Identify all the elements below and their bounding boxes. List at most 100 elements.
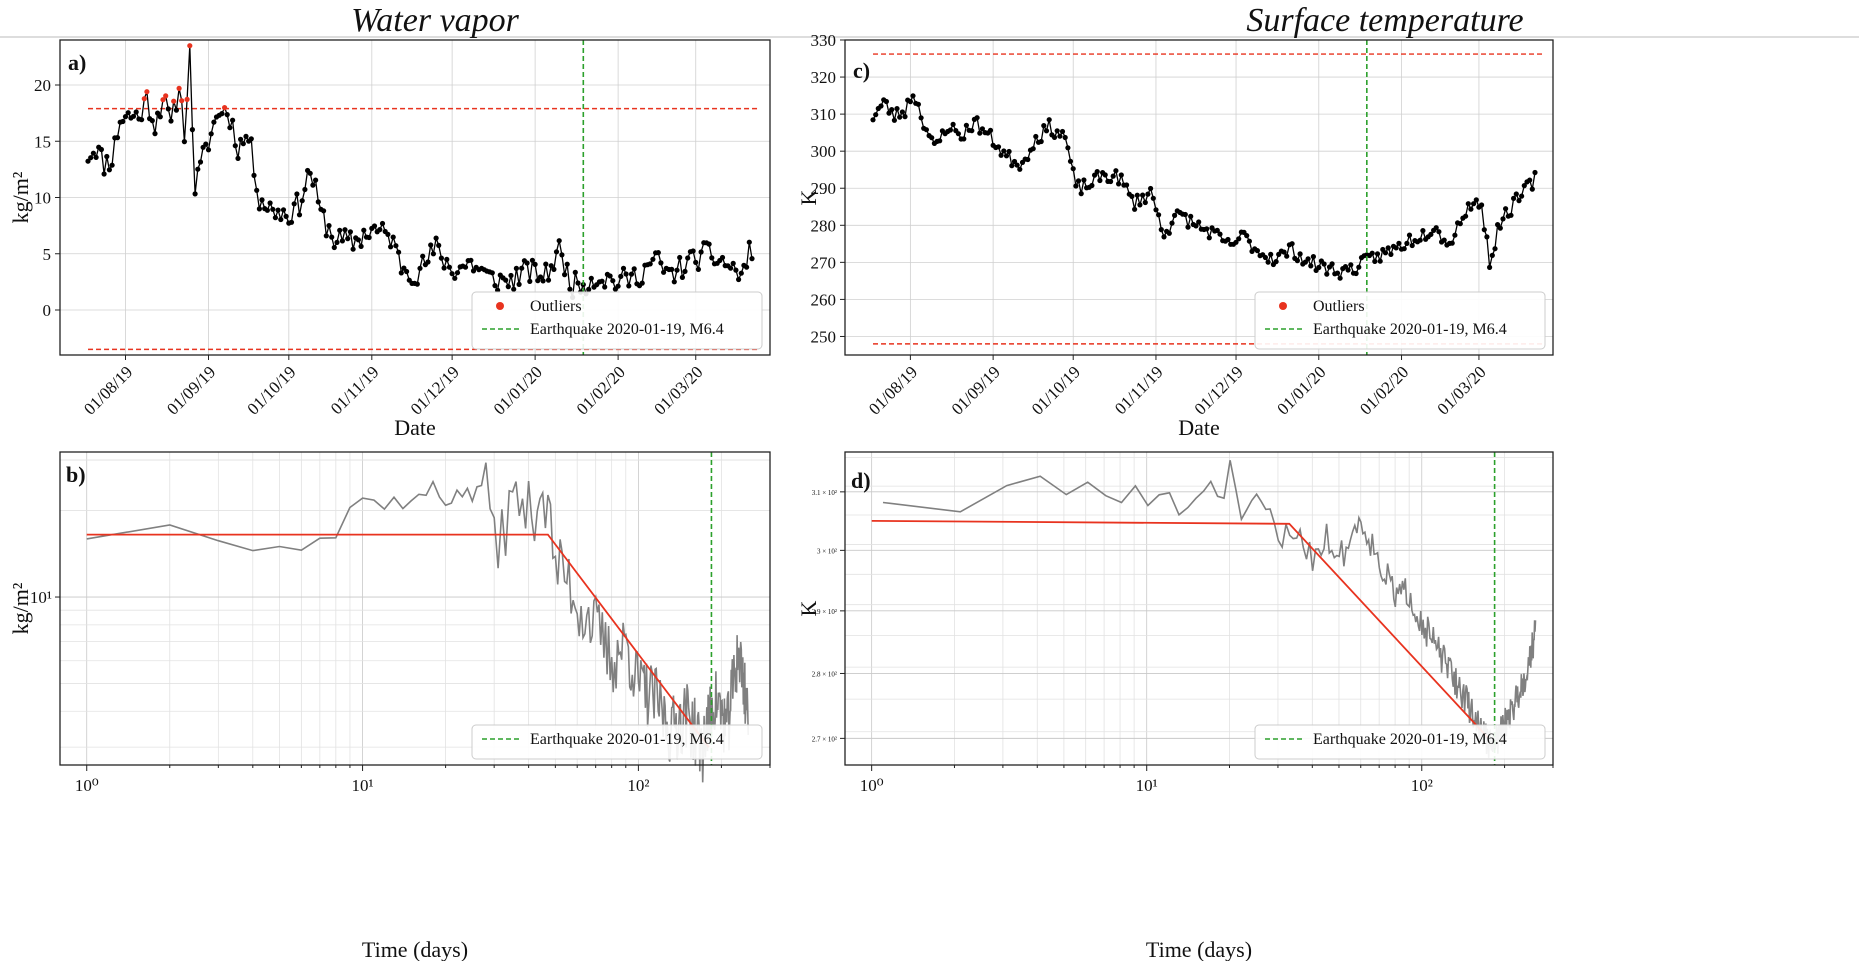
tick-label-x-c: 01/08/19 <box>865 362 921 418</box>
data-point-c <box>1489 252 1495 258</box>
data-point-c <box>897 114 903 120</box>
data-point-c <box>1014 162 1020 168</box>
data-point-c <box>1334 270 1341 276</box>
data-point-a <box>462 264 469 270</box>
data-point-c <box>1129 193 1135 199</box>
data-point-a <box>602 284 608 290</box>
data-point-a <box>371 223 378 229</box>
data-point-a <box>173 107 179 113</box>
outlier-point-a <box>163 93 169 99</box>
data-point-a <box>551 266 557 272</box>
data-point-a <box>682 268 688 274</box>
data-point-c <box>1532 169 1538 176</box>
data-point-a <box>125 110 131 116</box>
data-point-c <box>1396 240 1402 246</box>
data-point-c <box>1188 213 1194 219</box>
data-point-a <box>288 219 295 225</box>
data-point-a <box>438 255 444 261</box>
legend-outliers-marker <box>1279 302 1287 310</box>
data-point-a <box>385 231 391 237</box>
data-point-c <box>1132 206 1138 212</box>
panel-label-c: c) <box>853 58 870 83</box>
data-point-c <box>891 117 898 123</box>
data-point-c <box>947 127 954 133</box>
data-point-c <box>1481 227 1487 233</box>
data-point-c <box>1436 229 1442 235</box>
tick-label-y-c: 310 <box>811 105 837 124</box>
data-point-c <box>1305 256 1311 262</box>
data-point-c <box>1033 133 1039 140</box>
data-point-a <box>90 150 96 156</box>
data-point-a <box>326 223 332 229</box>
data-point-a <box>390 234 396 240</box>
x-axis-label-b: Time (days) <box>362 937 468 961</box>
data-point-a <box>417 265 423 271</box>
data-point-c <box>969 128 975 134</box>
data-point-a <box>444 256 450 262</box>
data-point-c <box>918 115 924 121</box>
data-point-a <box>695 266 702 272</box>
legend-c: Outliers Earthquake 2020-01-19, M6.4 <box>1254 291 1546 350</box>
data-point-c <box>1254 248 1260 254</box>
data-point-a <box>470 268 477 274</box>
data-point-c <box>1382 250 1389 256</box>
data-point-a <box>133 109 139 115</box>
data-point-c <box>1449 240 1455 246</box>
data-point-a <box>730 260 736 266</box>
data-point-c <box>1236 236 1242 242</box>
tick-label-y-a: 20 <box>34 76 51 95</box>
data-point-c <box>1182 211 1188 218</box>
data-point-c <box>1465 201 1471 207</box>
data-point-c <box>1337 275 1343 281</box>
data-point-c <box>1329 261 1335 267</box>
x-axis-label-c: Date <box>1178 415 1220 440</box>
data-point-c <box>1374 251 1381 257</box>
data-point-c <box>1324 271 1330 277</box>
data-point-a <box>272 215 278 221</box>
data-point-a <box>492 283 498 289</box>
data-point-c <box>1468 206 1474 212</box>
data-point-a <box>358 243 364 249</box>
data-point-a <box>564 261 570 267</box>
data-point-a <box>235 155 241 161</box>
data-point-a <box>631 266 637 272</box>
tick-label-y-c: 250 <box>811 327 837 346</box>
data-point-c <box>1457 221 1463 227</box>
data-point-c <box>1409 242 1415 249</box>
axes-frame-c <box>844 39 1554 356</box>
data-point-c <box>1516 198 1522 204</box>
data-point-a <box>650 256 656 262</box>
data-point-c <box>878 103 884 109</box>
data-point-c <box>1268 251 1274 257</box>
data-point-c <box>1388 251 1394 257</box>
tick-label-x-b: 10² <box>627 776 649 795</box>
data-point-a <box>436 242 442 248</box>
legend-earthquake-label: Earthquake 2020-01-19, M6.4 <box>530 731 724 748</box>
data-point-c <box>870 117 876 123</box>
data-point-c <box>886 110 892 116</box>
data-point-a <box>104 153 110 160</box>
data-point-c <box>1214 227 1220 233</box>
legend-a: Outliers Earthquake 2020-01-19, M6.4 <box>471 291 763 350</box>
tick-label-y-a: 10 <box>34 189 51 208</box>
data-point-a <box>441 265 447 271</box>
data-point-c <box>1385 245 1391 251</box>
data-point-a <box>181 139 187 145</box>
data-point-c <box>1308 263 1314 269</box>
panel-d-surface-temperature-loglog: 10⁰ 10¹ 10² 2.7 × 10² 2.8 × 10² 2.9 × 10² 3 × … <box>796 451 1554 961</box>
data-point-c <box>889 107 895 113</box>
outlier-point-a <box>187 43 193 49</box>
data-point-c <box>1057 133 1063 139</box>
data-point-a <box>503 277 509 283</box>
data-point-c <box>1206 235 1212 241</box>
data-point-a <box>513 265 520 271</box>
title-surface-temperature: Surface temperature <box>1246 2 1523 39</box>
data-point-a <box>553 249 560 255</box>
data-point-a <box>620 265 627 271</box>
data-point-c <box>1046 117 1052 123</box>
x-axis-label-d: Time (days) <box>1146 937 1252 961</box>
outlier-point-a <box>171 98 177 104</box>
data-point-a <box>152 131 158 137</box>
tick-label-x-a: 01/10/19 <box>243 362 299 418</box>
data-point-a <box>122 114 129 120</box>
